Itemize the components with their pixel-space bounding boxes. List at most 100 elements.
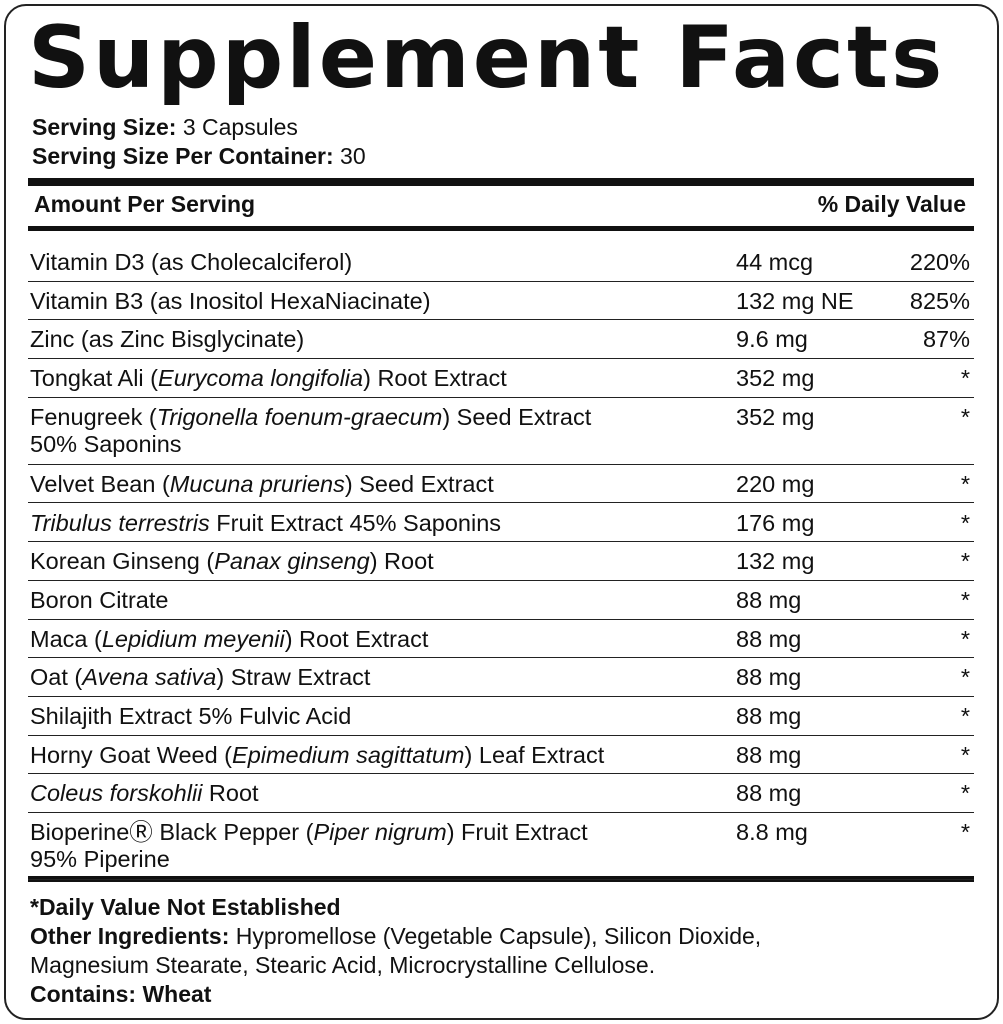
name-text: BioperineⓇ Black Pepper (	[30, 819, 314, 846]
contains: Contains: Wheat	[30, 980, 211, 1009]
thick-rule	[28, 876, 974, 882]
amount: 88 mg	[736, 780, 802, 807]
footnote: *Daily Value Not Established	[30, 894, 341, 920]
amount: 88 mg	[736, 741, 802, 768]
name-line: Oat (Avena sativa) Straw Extract	[30, 664, 370, 691]
name-text: ) Leaf Extract	[464, 741, 605, 768]
latin-name: Trigonella foenum-graecum	[156, 403, 443, 430]
amount: 8.8 mg	[736, 819, 808, 846]
serving-label: Serving Size:	[32, 114, 177, 140]
daily-value-header: % Daily Value	[817, 191, 966, 217]
nutrient-name: Tongkat Ali (Eurycoma longifolia) Root E…	[30, 365, 507, 392]
nutrient-row: Fenugreek (Trigonella foenum-graecum) Se…	[28, 398, 974, 465]
ingredients-line: Hypromellose (Vegetable Capsule), Silico…	[235, 923, 762, 949]
name-text: ) Seed Extract	[344, 470, 494, 497]
nutrient-row: Tribulus terrestris Fruit Extract 45% Sa…	[28, 504, 974, 543]
amount: 352 mg	[736, 403, 815, 430]
name-text: ) Fruit Extract	[446, 819, 588, 846]
name-text: 95% Piperine	[30, 846, 170, 873]
latin-name: Eurycoma longifolia	[158, 365, 364, 392]
name-line: Boron Citrate	[30, 587, 168, 614]
name-text: Korean Ginseng (	[30, 548, 215, 575]
name-line: Korean Ginseng (Panax ginseng) Root	[30, 548, 434, 575]
nutrient-name: Coleus forskohlii Root	[30, 780, 259, 807]
amount: 352 mg	[736, 365, 815, 392]
latin-name: Epimedium sagittatum	[232, 741, 465, 768]
latin-name: Tribulus terrestris	[30, 509, 210, 536]
daily-value: *	[960, 664, 970, 691]
name-line: Tongkat Ali (Eurycoma longifolia) Root E…	[30, 365, 507, 392]
name-text: Shilajith Extract 5% Fulvic Acid	[30, 703, 352, 729]
name-line: 50% Saponins	[30, 431, 591, 458]
name-line: 95% Piperine	[30, 846, 588, 873]
nutrient-name: Fenugreek (Trigonella foenum-graecum) Se…	[30, 404, 591, 458]
thick-rule	[28, 226, 974, 231]
amount: 44 mcg	[736, 249, 814, 275]
amount: 88 mg	[736, 625, 802, 652]
daily-value: 87%	[922, 326, 970, 353]
daily-value: *	[960, 548, 970, 575]
serving-value: 30	[340, 143, 366, 169]
name-line: Horny Goat Weed (Epimedium sagittatum) L…	[30, 742, 604, 769]
nutrient-name: Vitamin B3 (as Inositol HexaNiacinate)	[30, 288, 431, 315]
serving-value: 3 Capsules	[182, 114, 298, 140]
name-text: Zinc (as Zinc Bisglycinate)	[30, 326, 305, 353]
name-line: Coleus forskohlii Root	[30, 780, 259, 807]
nutrient-row: Coleus forskohlii Root 88 mg *	[28, 774, 974, 814]
nutrient-name: Zinc (as Zinc Bisglycinate)	[30, 326, 304, 353]
contains-label: Contains:	[30, 981, 137, 1007]
latin-name: Panax ginseng	[214, 548, 370, 575]
name-text: Oat (	[30, 664, 83, 691]
nutrient-row: Vitamin B3 (as Inositol HexaNiacinate) 13…	[28, 282, 974, 321]
daily-value: *	[960, 741, 970, 768]
nutrient-row: Maca (Lepidium meyenii) Root Extract 88 m…	[28, 620, 974, 659]
name-text: Fenugreek (	[30, 403, 157, 430]
amount: 220 mg	[736, 470, 815, 497]
label-border	[4, 4, 999, 1020]
name-text: ) Root	[369, 548, 434, 575]
amount: 132 mg NE	[736, 287, 854, 314]
latin-name: Coleus forskohlii	[30, 780, 203, 807]
daily-value: 825%	[909, 287, 970, 314]
amount-header: Amount Per Serving	[34, 191, 256, 217]
daily-value: *	[960, 819, 970, 846]
name-line: Maca (Lepidium meyenii) Root Extract	[30, 626, 428, 653]
name-text: Velvet Bean (	[30, 470, 170, 497]
nutrient-row: Korean Ginseng (Panax ginseng) Root 132 m…	[28, 542, 974, 581]
nutrient-row: Zinc (as Zinc Bisglycinate) 9.6 mg 87%	[28, 320, 974, 360]
other-ingredients-label: Other Ingredients:	[30, 923, 230, 949]
amount: 132 mg	[736, 548, 815, 575]
amount: 176 mg	[736, 509, 815, 536]
title: Supplement Facts	[28, 8, 946, 108]
daily-value: *	[960, 470, 970, 497]
name-text: ) Straw Extract	[216, 664, 371, 691]
serving-line: Serving Size: 3 Capsules	[32, 113, 298, 141]
name-text: ) Root Extract	[363, 365, 507, 392]
nutrient-name: Horny Goat Weed (Epimedium sagittatum) L…	[30, 742, 604, 769]
name-text: Tongkat Ali (	[30, 365, 159, 392]
daily-value: *	[960, 703, 970, 729]
nutrient-name: Tribulus terrestris Fruit Extract 45% Sa…	[30, 510, 501, 537]
thick-rule	[28, 178, 974, 186]
nutrient-row: Shilajith Extract 5% Fulvic Acid 88 mg *	[28, 697, 974, 736]
nutrient-row: Oat (Avena sativa) Straw Extract 88 mg *	[28, 658, 974, 697]
name-line: Vitamin D3 (as Cholecalciferol)	[30, 249, 352, 276]
name-text: Fruit Extract 45% Saponins	[209, 509, 502, 536]
amount: 88 mg	[736, 586, 802, 613]
amount: 88 mg	[736, 703, 802, 729]
nutrient-name: Korean Ginseng (Panax ginseng) Root	[30, 548, 434, 575]
nutrient-name: Boron Citrate	[30, 587, 168, 614]
nutrient-row: Boron Citrate 88 mg *	[28, 581, 974, 620]
name-text: Horny Goat Weed (	[30, 741, 233, 768]
amount: 88 mg	[736, 664, 802, 691]
contains-value: Wheat	[142, 981, 212, 1007]
nutrient-row: BioperineⓇ Black Pepper (Piper nigrum) F…	[28, 813, 974, 881]
nutrient-name: Vitamin D3 (as Cholecalciferol)	[30, 249, 352, 276]
nutrient-row: Velvet Bean (Mucuna pruriens) Seed Extra…	[28, 465, 974, 504]
nutrient-row: Horny Goat Weed (Epimedium sagittatum) L…	[28, 736, 974, 775]
name-text: 50% Saponins	[30, 430, 182, 457]
name-line: BioperineⓇ Black Pepper (Piper nigrum) F…	[30, 819, 588, 846]
serving-line: Serving Size Per Container: 30	[32, 142, 366, 170]
name-line: Velvet Bean (Mucuna pruriens) Seed Extra…	[30, 471, 494, 498]
